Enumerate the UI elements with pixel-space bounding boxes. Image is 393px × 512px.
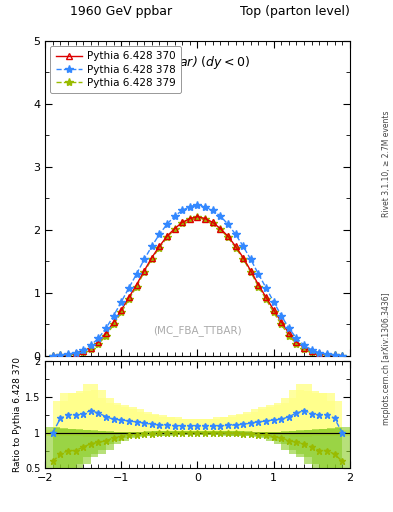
Text: mcplots.cern.ch [arXiv:1306.3436]: mcplots.cern.ch [arXiv:1306.3436] <box>382 292 391 425</box>
Y-axis label: Ratio to Pythia 6.428 370: Ratio to Pythia 6.428 370 <box>13 357 22 472</box>
Legend: Pythia 6.428 370, Pythia 6.428 378, Pythia 6.428 379: Pythia 6.428 370, Pythia 6.428 378, Pyth… <box>50 46 181 93</box>
Text: (MC_FBA_TTBAR): (MC_FBA_TTBAR) <box>153 325 242 336</box>
Text: Rivet 3.1.10, ≥ 2.7M events: Rivet 3.1.10, ≥ 2.7M events <box>382 111 391 217</box>
Text: Top (parton level): Top (parton level) <box>240 5 350 18</box>
Text: $y$ (ttbar) $(dy < 0)$: $y$ (ttbar) $(dy < 0)$ <box>145 54 250 71</box>
Text: 1960 GeV ppbar: 1960 GeV ppbar <box>70 5 173 18</box>
